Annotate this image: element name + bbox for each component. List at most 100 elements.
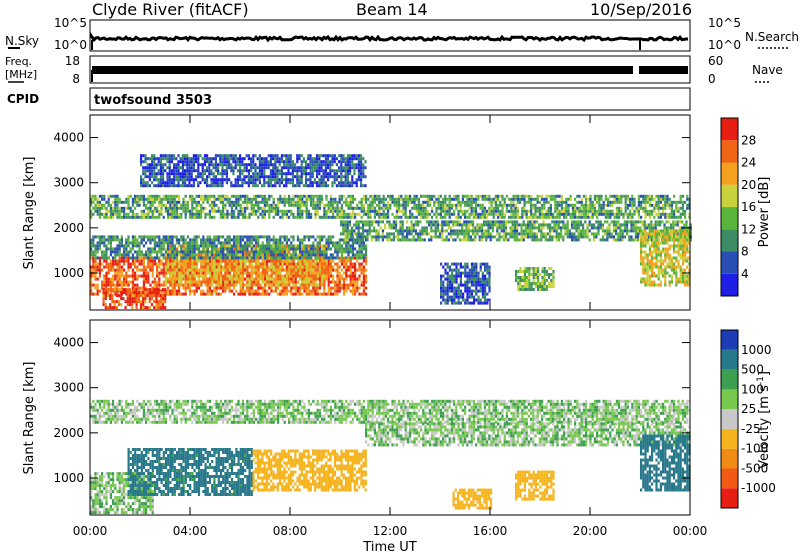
power-cell <box>378 197 381 201</box>
power-cell <box>274 209 277 213</box>
power-cell <box>226 238 229 242</box>
power-cell <box>529 223 532 227</box>
power-cell <box>162 265 165 269</box>
power-cell <box>217 283 220 287</box>
power-cell <box>226 277 229 281</box>
power-cell <box>94 259 97 263</box>
power-cell <box>334 280 337 284</box>
power-cell <box>340 274 343 278</box>
power-cell <box>288 194 291 198</box>
power-cell <box>464 212 467 216</box>
power-cell <box>116 212 119 216</box>
power-cell <box>180 271 183 275</box>
power-cell <box>180 203 183 207</box>
power-cell <box>162 262 165 266</box>
power-cell <box>123 250 126 254</box>
power-cell <box>189 253 192 257</box>
power-cell <box>426 215 429 219</box>
power-cell <box>270 289 273 293</box>
power-cell <box>356 212 359 216</box>
power-cell <box>644 194 647 198</box>
power-cell <box>421 229 424 233</box>
power-cell <box>340 244 343 248</box>
power-cell <box>283 209 286 213</box>
power-cell <box>116 253 119 257</box>
power-cell <box>369 215 372 219</box>
power-cell <box>327 259 330 263</box>
power-cell <box>509 229 512 233</box>
power-cell <box>527 226 530 230</box>
power-cell <box>301 256 304 260</box>
power-cell <box>684 209 687 213</box>
power-cell <box>263 212 266 216</box>
power-cell <box>105 244 108 248</box>
power-cell <box>666 197 669 201</box>
power-cell <box>321 194 324 198</box>
power-cell <box>137 300 140 304</box>
power-cell <box>358 247 361 251</box>
power-cell <box>387 206 390 210</box>
power-cell <box>463 232 466 236</box>
power-cell <box>334 200 337 204</box>
power-cell <box>169 194 172 198</box>
power-cell <box>379 235 382 239</box>
power-cell <box>109 306 112 310</box>
power-cell <box>171 274 174 278</box>
power-cell <box>202 271 205 275</box>
power-cell <box>310 253 313 257</box>
power-cell <box>382 206 385 210</box>
power-cell <box>109 262 112 266</box>
power-cell <box>436 235 439 239</box>
power-cell <box>290 244 293 248</box>
power-cell <box>255 200 258 204</box>
power-cell <box>456 229 459 233</box>
power-cell <box>134 241 137 245</box>
power-cell <box>169 274 172 278</box>
power-cell <box>375 232 378 236</box>
power-cell <box>389 194 392 198</box>
power-cell <box>358 286 361 290</box>
power-cell <box>98 244 101 248</box>
power-cell <box>305 212 308 216</box>
power-cell <box>237 197 240 201</box>
power-cell <box>171 289 174 293</box>
power-cell <box>323 259 326 263</box>
power-cell <box>248 289 251 293</box>
power-cell <box>574 206 577 210</box>
power-cell <box>314 265 317 269</box>
power-cell <box>96 206 99 210</box>
power-cell <box>224 268 227 272</box>
power-cell <box>301 259 304 263</box>
power-cell <box>299 238 302 242</box>
power-cell <box>131 300 134 304</box>
power-cell <box>349 271 352 275</box>
power-cell <box>419 229 422 233</box>
power-cell <box>541 203 544 207</box>
power-cell <box>202 262 205 266</box>
power-cell <box>593 209 596 213</box>
power-cell <box>186 253 189 257</box>
power-cell <box>135 291 138 295</box>
power-cell <box>505 203 508 207</box>
power-cell <box>356 253 359 257</box>
power-cell <box>467 235 470 239</box>
power-cell <box>379 220 382 224</box>
power-cell <box>211 244 214 248</box>
power-cell <box>142 244 145 248</box>
power-cell <box>301 212 304 216</box>
power-cell <box>253 271 256 275</box>
power-cell <box>439 209 442 213</box>
power-cell <box>224 274 227 278</box>
power-cell <box>534 197 537 201</box>
power-cell <box>412 226 415 230</box>
power-cell <box>237 256 240 260</box>
power-cell <box>263 289 266 293</box>
power-cell <box>162 280 165 284</box>
power-cell <box>303 235 306 239</box>
power-cell <box>211 289 214 293</box>
power-cell <box>137 291 140 295</box>
power-cell <box>431 194 434 198</box>
power-cell <box>417 203 420 207</box>
power-cell <box>120 253 123 257</box>
power-cell <box>299 194 302 198</box>
